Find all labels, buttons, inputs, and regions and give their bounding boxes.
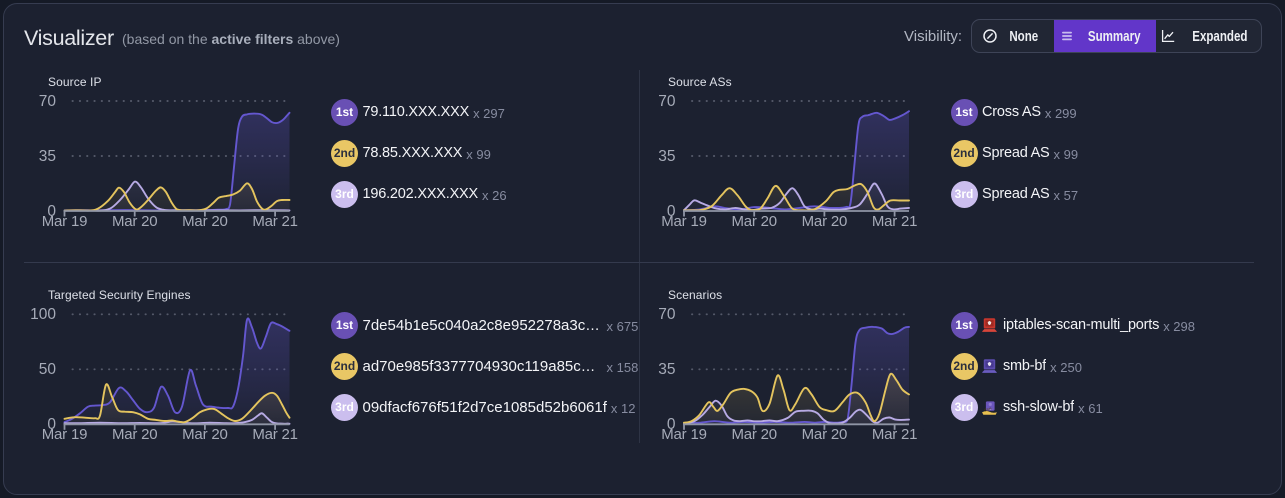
svg-text:SSH: SSH: [984, 406, 993, 412]
